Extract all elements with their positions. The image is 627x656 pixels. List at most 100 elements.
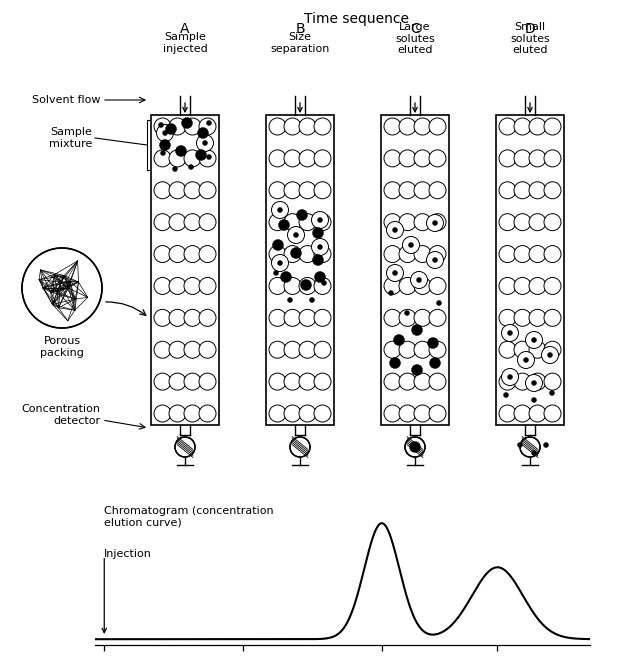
Circle shape xyxy=(549,390,554,396)
Circle shape xyxy=(299,310,316,326)
Circle shape xyxy=(414,373,431,390)
Circle shape xyxy=(284,182,301,199)
Circle shape xyxy=(284,373,301,390)
Circle shape xyxy=(394,335,404,346)
Text: Solvent flow: Solvent flow xyxy=(31,95,100,105)
Circle shape xyxy=(403,237,419,253)
Circle shape xyxy=(273,239,283,251)
Circle shape xyxy=(154,118,171,135)
Circle shape xyxy=(288,298,293,302)
Circle shape xyxy=(154,341,171,358)
Circle shape xyxy=(411,365,423,375)
Circle shape xyxy=(414,182,431,199)
Circle shape xyxy=(514,245,531,262)
Circle shape xyxy=(429,277,446,295)
Circle shape xyxy=(525,331,542,348)
Text: Sample
injected: Sample injected xyxy=(162,32,208,54)
Circle shape xyxy=(389,291,394,295)
Circle shape xyxy=(166,123,176,134)
Circle shape xyxy=(544,277,561,295)
Circle shape xyxy=(514,150,531,167)
Circle shape xyxy=(429,358,441,369)
Circle shape xyxy=(169,310,186,326)
Circle shape xyxy=(199,405,216,422)
Circle shape xyxy=(284,214,301,231)
Circle shape xyxy=(280,272,292,283)
Circle shape xyxy=(429,150,446,167)
Circle shape xyxy=(299,245,316,262)
Circle shape xyxy=(414,214,431,231)
Circle shape xyxy=(502,369,519,386)
Text: Size
separation: Size separation xyxy=(270,32,330,54)
Circle shape xyxy=(529,214,546,231)
Circle shape xyxy=(520,437,540,457)
Text: C: C xyxy=(410,22,420,36)
Circle shape xyxy=(517,443,522,447)
Circle shape xyxy=(414,405,431,422)
Circle shape xyxy=(322,281,327,285)
Circle shape xyxy=(409,441,421,453)
Circle shape xyxy=(399,341,416,358)
Circle shape xyxy=(206,121,211,125)
Circle shape xyxy=(414,118,431,135)
Circle shape xyxy=(399,182,416,199)
Circle shape xyxy=(299,214,316,231)
Circle shape xyxy=(159,123,164,127)
Circle shape xyxy=(532,337,537,342)
Circle shape xyxy=(429,341,446,358)
Circle shape xyxy=(284,310,301,326)
Circle shape xyxy=(429,214,446,231)
Circle shape xyxy=(284,277,301,295)
Circle shape xyxy=(399,310,416,326)
Circle shape xyxy=(206,155,211,159)
Circle shape xyxy=(169,245,186,262)
Text: Porous
packing: Porous packing xyxy=(40,336,84,358)
Circle shape xyxy=(514,373,531,390)
Circle shape xyxy=(169,214,186,231)
Circle shape xyxy=(161,150,166,155)
Circle shape xyxy=(499,150,516,167)
Circle shape xyxy=(172,167,177,171)
Circle shape xyxy=(271,255,288,272)
Circle shape xyxy=(176,146,186,157)
Circle shape xyxy=(411,272,428,289)
Circle shape xyxy=(544,310,561,326)
Circle shape xyxy=(529,373,546,390)
Circle shape xyxy=(269,277,286,295)
Circle shape xyxy=(169,150,186,167)
Circle shape xyxy=(284,118,301,135)
Circle shape xyxy=(517,352,534,369)
Circle shape xyxy=(184,150,201,167)
Circle shape xyxy=(199,341,216,358)
Circle shape xyxy=(544,443,549,447)
Circle shape xyxy=(271,201,288,218)
Circle shape xyxy=(532,380,537,386)
Circle shape xyxy=(426,251,443,268)
Circle shape xyxy=(184,405,201,422)
Circle shape xyxy=(196,134,214,152)
Circle shape xyxy=(169,277,186,295)
Text: D: D xyxy=(525,22,535,36)
Circle shape xyxy=(299,277,316,295)
Circle shape xyxy=(290,247,302,258)
Circle shape xyxy=(514,277,531,295)
Circle shape xyxy=(514,214,531,231)
Circle shape xyxy=(399,277,416,295)
Circle shape xyxy=(499,341,516,358)
Circle shape xyxy=(184,341,201,358)
Circle shape xyxy=(284,245,301,262)
Circle shape xyxy=(404,310,409,316)
Circle shape xyxy=(199,214,216,231)
Circle shape xyxy=(269,310,286,326)
Circle shape xyxy=(196,150,206,161)
Text: B: B xyxy=(295,22,305,36)
Circle shape xyxy=(314,245,331,262)
Circle shape xyxy=(399,245,416,262)
Circle shape xyxy=(314,214,331,231)
Circle shape xyxy=(169,373,186,390)
Circle shape xyxy=(529,182,546,199)
Circle shape xyxy=(284,341,301,358)
Circle shape xyxy=(154,373,171,390)
Circle shape xyxy=(169,405,186,422)
Circle shape xyxy=(199,182,216,199)
